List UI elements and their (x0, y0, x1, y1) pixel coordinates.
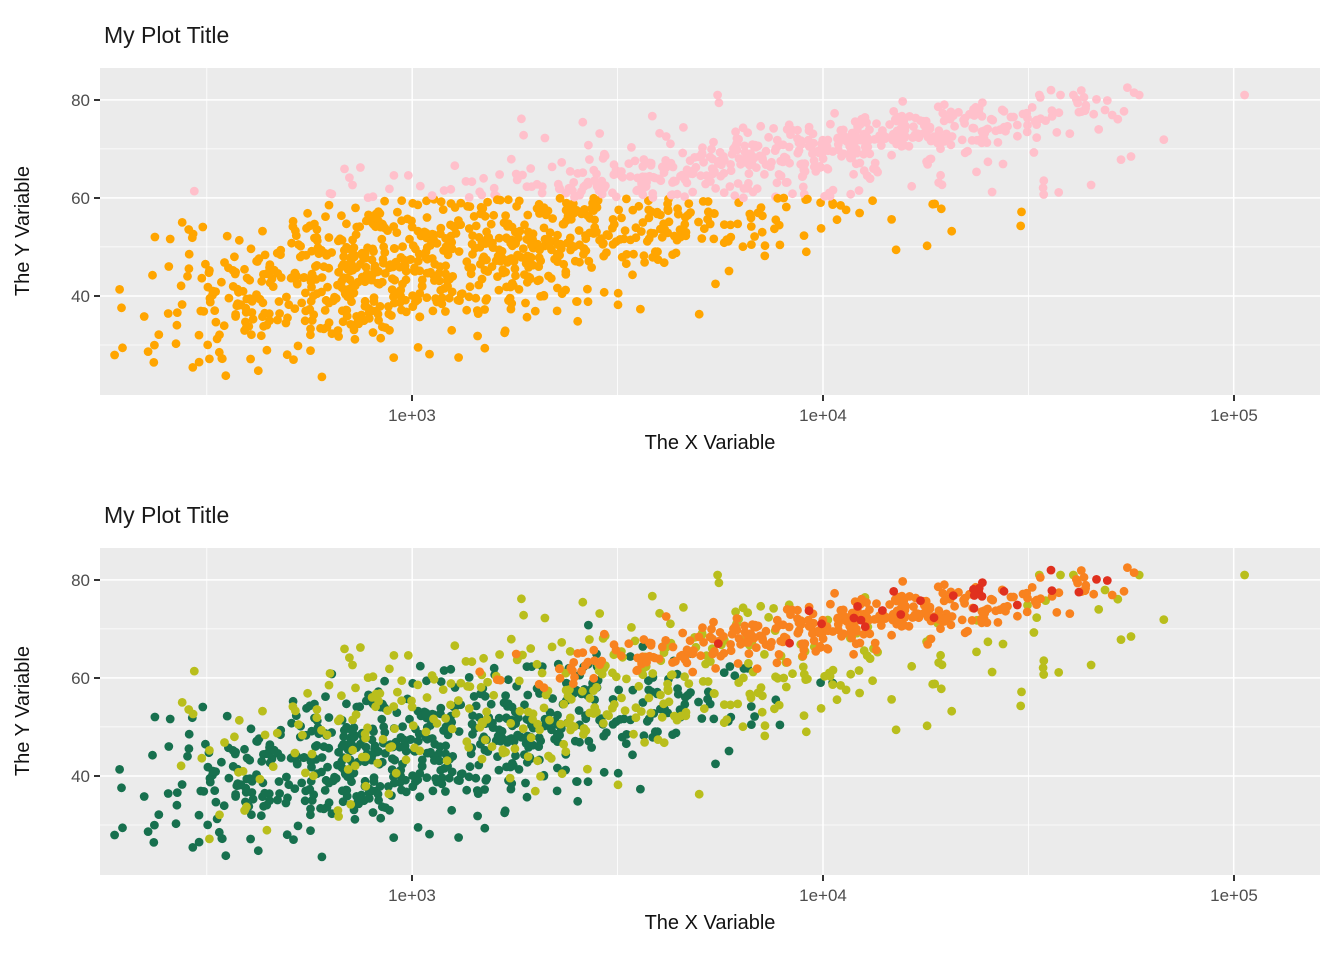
x-tick-label: 1e+04 (799, 406, 847, 425)
x-tick-mark (822, 395, 824, 401)
x-tick-label: 1e+05 (1210, 886, 1258, 905)
scatter-panel (100, 68, 1320, 395)
y-axis-title: The Y Variable (0, 68, 46, 395)
y-tick-label: 80 (71, 571, 90, 590)
y-tick-label: 60 (71, 669, 90, 688)
y-tick-label: 40 (71, 287, 90, 306)
chart-top: My Plot Title The Y Variable The X Varia… (0, 22, 1320, 454)
y-tick-mark (94, 677, 100, 679)
y-axis-title: The Y Variable (0, 548, 46, 875)
y-tick-mark (94, 579, 100, 581)
y-axis-title-text: The Y Variable (11, 646, 34, 777)
y-tick-mark (94, 99, 100, 101)
plot-panel (100, 68, 1320, 395)
x-tick-label: 1e+03 (388, 406, 436, 425)
plot-panel (100, 548, 1320, 875)
y-axis-title-text: The Y Variable (11, 166, 34, 297)
plot-title: My Plot Title (104, 22, 230, 48)
x-tick-mark (1233, 875, 1235, 881)
x-axis-title: The X Variable (644, 432, 776, 454)
chart-bottom: My Plot Title The Y Variable The X Varia… (0, 480, 1344, 960)
x-tick-mark (822, 875, 824, 881)
y-tick-mark (94, 775, 100, 777)
y-tick-mark (94, 197, 100, 199)
x-tick-mark (411, 395, 413, 401)
y-tick-label: 40 (71, 767, 90, 786)
x-tick-label: 1e+03 (388, 886, 436, 905)
x-tick-label: 1e+05 (1210, 406, 1258, 425)
x-tick-label: 1e+04 (799, 886, 847, 905)
y-tick-mark (94, 295, 100, 297)
y-tick-label: 80 (71, 91, 90, 110)
plot-title: My Plot Title (104, 502, 230, 528)
y-tick-label: 60 (71, 189, 90, 208)
x-tick-mark (1233, 395, 1235, 401)
scatter-panel (100, 548, 1320, 875)
x-tick-mark (411, 875, 413, 881)
x-axis-title: The X Variable (644, 912, 776, 934)
